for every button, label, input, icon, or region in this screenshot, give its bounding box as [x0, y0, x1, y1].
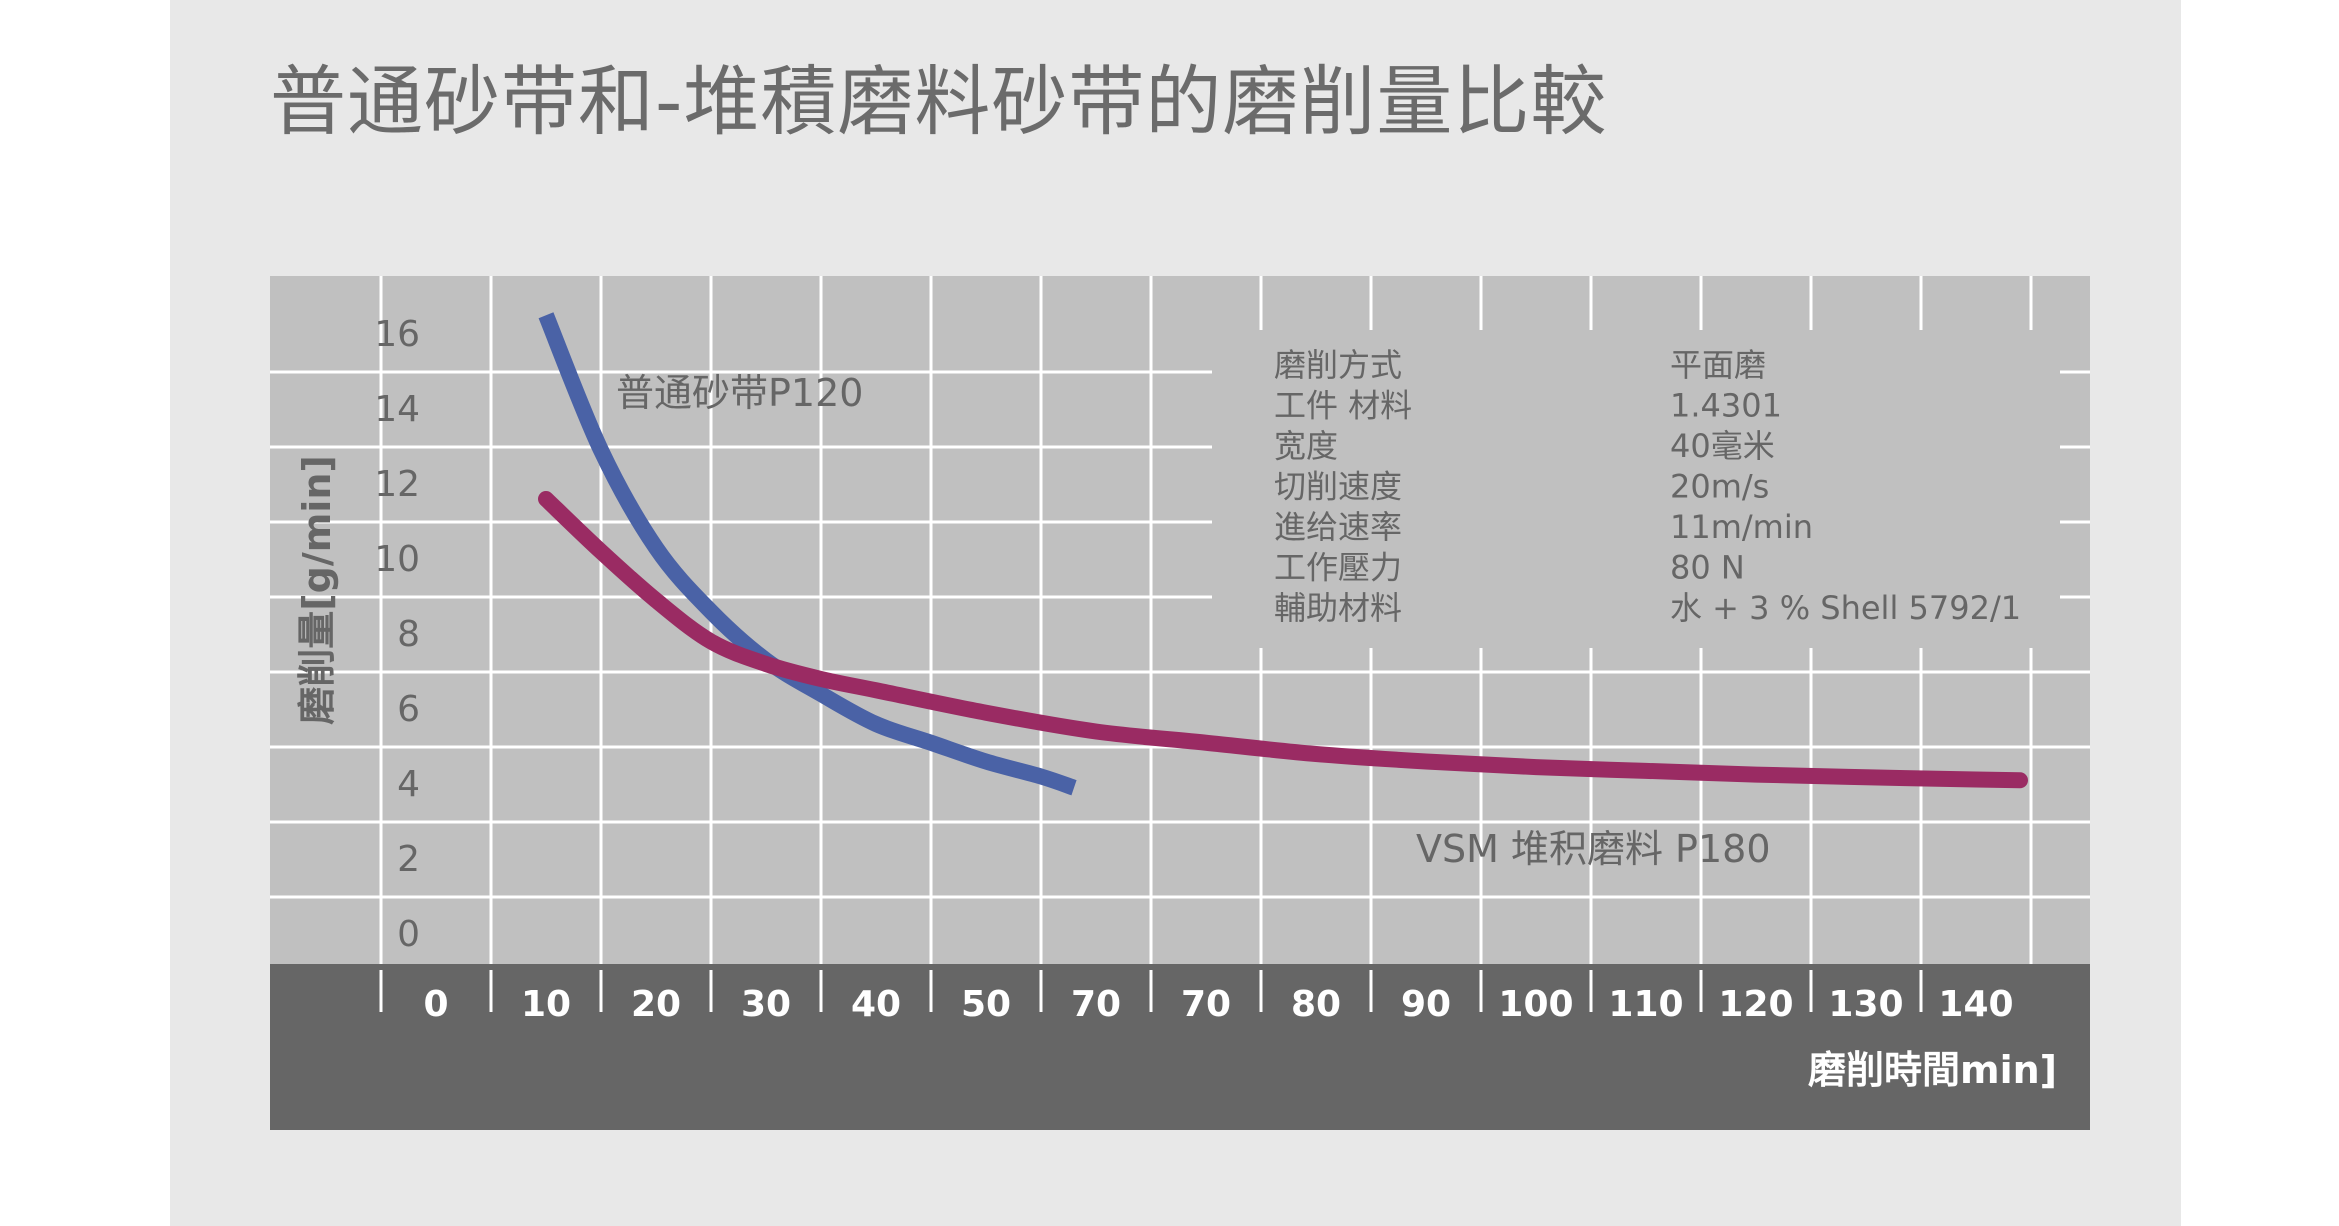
param-value: 40毫米: [1670, 427, 1775, 465]
param-value: 80 N: [1670, 549, 1745, 587]
param-value: 水 + 3 % Shell 5792/1: [1670, 589, 2021, 627]
x-tick-label: 30: [741, 984, 791, 1025]
y-tick-label: 2: [397, 839, 420, 880]
param-label: 磨削方式: [1274, 346, 1402, 384]
x-tick-label: 20: [631, 984, 681, 1025]
x-tick-label: 110: [1608, 984, 1683, 1025]
param-label: 輔助材料: [1274, 589, 1402, 627]
parameters-panel: [1212, 330, 2060, 648]
x-tick-label: 80: [1291, 984, 1341, 1025]
param-label: 進给速率: [1274, 508, 1402, 546]
x-axis-title: 磨削時間min]: [1808, 1048, 2057, 1092]
y-tick-label: 10: [374, 539, 420, 580]
y-axis-ticks: 0 2 4 6 8 10 12 14 16: [374, 314, 420, 955]
y-tick-label: 14: [374, 389, 420, 430]
x-tick-label: 10: [521, 984, 571, 1025]
x-tick-label: 140: [1938, 984, 2013, 1025]
param-value: 1.4301: [1670, 387, 1782, 425]
chart-svg: 0 2 4 6 8 10 12 14 16 0 10 20 30 40 50 70 70 80 90 100 110 1…: [270, 276, 2090, 1130]
x-tick-label: 50: [961, 984, 1011, 1025]
param-value: 20m/s: [1670, 468, 1769, 506]
y-tick-label: 4: [397, 764, 420, 805]
y-axis-title: 磨削量[g/min]: [295, 455, 339, 725]
param-value: 11m/min: [1670, 508, 1813, 546]
x-axis-ticks: 0 10 20 30 40 50 70 70 80 90 100 110 120 130 140: [379, 970, 2014, 1025]
y-tick-label: 12: [374, 464, 420, 505]
chart-title: 普通砂带和-堆積磨料砂带的磨削量比較: [270, 57, 1608, 146]
param-label: 宽度: [1274, 427, 1338, 465]
y-tick-label: 0: [397, 914, 420, 955]
y-tick-label: 8: [397, 614, 420, 655]
series-label-p180: VSM 堆积磨料 P180: [1416, 827, 1771, 871]
x-tick-label: 120: [1718, 984, 1793, 1025]
x-tick-label: 100: [1498, 984, 1573, 1025]
param-label: 工作壓力: [1274, 549, 1402, 587]
series-lines: [538, 312, 2028, 796]
x-tick-label: 130: [1828, 984, 1903, 1025]
param-label: 工件 材料: [1274, 387, 1412, 425]
x-tick-label: 40: [851, 984, 901, 1025]
chart-card: 普通砂带和-堆積磨料砂带的磨削量比較 0 2 4 6 8 10 12 14 16 0 10 20 30…: [170, 0, 2181, 1226]
y-tick-label: 6: [397, 689, 420, 730]
y-tick-label: 16: [374, 314, 420, 355]
x-tick-label: 70: [1181, 984, 1231, 1025]
param-label: 切削速度: [1274, 468, 1402, 506]
param-value: 平面磨: [1670, 346, 1766, 384]
series-line-p180: [538, 491, 2028, 789]
series-label-p120: 普通砂带P120: [616, 371, 863, 415]
x-tick-label: 0: [423, 984, 448, 1025]
x-tick-label: 70: [1071, 984, 1121, 1025]
x-tick-label: 90: [1401, 984, 1451, 1025]
x-axis-band: [270, 964, 2090, 1130]
